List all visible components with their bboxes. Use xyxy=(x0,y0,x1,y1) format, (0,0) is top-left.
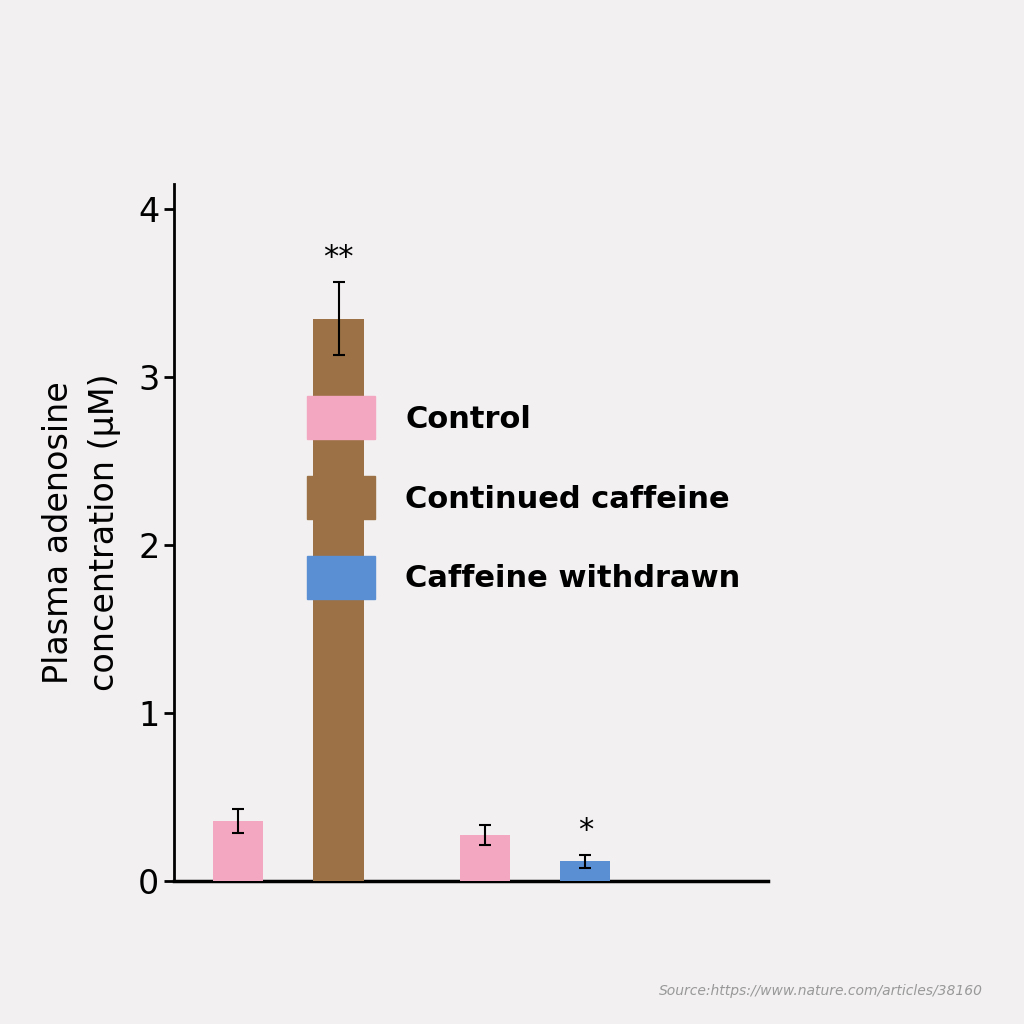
Text: **: ** xyxy=(324,243,354,271)
Text: Source:https://www.nature.com/articles/38160: Source:https://www.nature.com/articles/3… xyxy=(659,984,983,998)
Legend: Control, Continued caffeine, Caffeine withdrawn: Control, Continued caffeine, Caffeine wi… xyxy=(295,384,753,611)
Bar xyxy=(213,821,263,881)
Text: *: * xyxy=(578,815,593,845)
Bar xyxy=(560,861,610,881)
Bar xyxy=(313,318,364,881)
Bar xyxy=(460,836,510,881)
Y-axis label: Plasma adenosine
concentration (μM): Plasma adenosine concentration (μM) xyxy=(42,374,122,691)
